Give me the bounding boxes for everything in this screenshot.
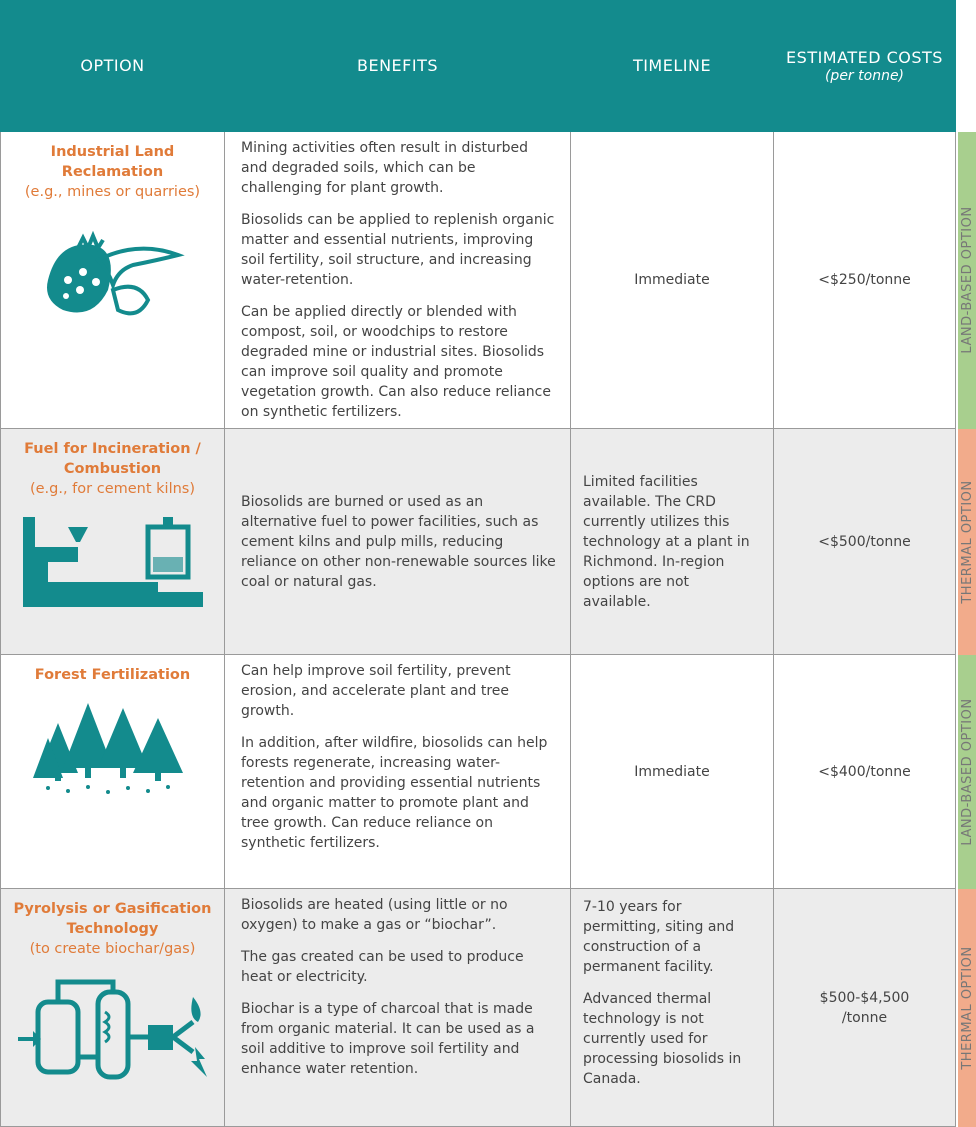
option-subtitle: (e.g., for cement kilns): [9, 479, 216, 499]
option-icon: [9, 967, 216, 1093]
icon: [38, 210, 188, 330]
option-title: Fuel for Incineration / Combustion: [9, 439, 216, 479]
option-icon: [9, 693, 216, 809]
cost-cell: <$400/tonne: [774, 655, 956, 889]
benefit-text: Biosolids are heated (using little or no…: [241, 895, 556, 935]
timeline-text: Advanced thermal technology is not curre…: [583, 989, 761, 1089]
benefits-cell: Can help improve soil fertility, prevent…: [225, 655, 571, 889]
table-header: OPTION BENEFITS TIMELINE ESTIMATED COSTS…: [1, 1, 976, 132]
option-title: Pyrolysis or Gasification Technology: [9, 899, 216, 939]
cost-text: $500-$4,500 /tonne: [820, 990, 910, 1026]
option-row: Pyrolysis or Gasification Technology(to …: [1, 889, 976, 1127]
benefits-cell: Biosolids are heated (using little or no…: [225, 889, 571, 1127]
benefit-text: Can help improve soil fertility, prevent…: [241, 661, 556, 721]
option-cell: Industrial Land Reclamation(e.g., mines …: [1, 132, 225, 429]
category-tab: LAND-BASED OPTION: [956, 132, 976, 429]
icon: [13, 967, 213, 1087]
timeline-cell: Limited facilities available. The CRD cu…: [571, 429, 774, 655]
benefit-text: In addition, after wildfire, biosolids c…: [241, 733, 556, 853]
timeline-text: 7-10 years for permitting, siting and co…: [583, 897, 761, 977]
benefit-text: Biosolids are burned or used as an alter…: [241, 492, 556, 592]
category-tab: LAND-BASED OPTION: [956, 655, 976, 889]
cost-cell: <$250/tonne: [774, 132, 956, 429]
option-row: Fuel for Incineration / Combustion(e.g.,…: [1, 429, 976, 655]
cost-cell: $500-$4,500 /tonne: [774, 889, 956, 1127]
table-body: Industrial Land Reclamation(e.g., mines …: [1, 132, 976, 1127]
category-tab: THERMAL OPTION: [956, 429, 976, 655]
header-option: OPTION: [1, 1, 225, 132]
cost-cell: <$500/tonne: [774, 429, 956, 655]
benefit-text: Mining activities often result in distur…: [241, 138, 556, 198]
timeline-text: Immediate: [583, 762, 761, 782]
page: OPTION BENEFITS TIMELINE ESTIMATED COSTS…: [0, 0, 976, 1101]
option-subtitle: (e.g., mines or quarries): [9, 182, 216, 202]
option-icon: [9, 507, 216, 623]
header-costs: ESTIMATED COSTS(per tonne): [774, 1, 956, 132]
category-label: THERMAL OPTION: [958, 480, 976, 603]
header-benefits: BENEFITS: [225, 1, 571, 132]
benefits-cell: Biosolids are burned or used as an alter…: [225, 429, 571, 655]
option-icon: [9, 210, 216, 336]
cost-text: <$400/tonne: [818, 764, 911, 780]
timeline-text: Immediate: [583, 270, 761, 290]
timeline-text: Limited facilities available. The CRD cu…: [583, 472, 761, 612]
cost-text: <$500/tonne: [818, 534, 911, 550]
header-spacer: [956, 1, 976, 132]
option-cell: Pyrolysis or Gasification Technology(to …: [1, 889, 225, 1127]
header-timeline: TIMELINE: [571, 1, 774, 132]
option-cell: Forest Fertilization: [1, 655, 225, 889]
timeline-cell: Immediate: [571, 655, 774, 889]
option-title: Industrial Land Reclamation: [9, 142, 216, 182]
category-label: LAND-BASED OPTION: [958, 698, 976, 845]
benefit-text: Biosolids can be applied to replenish or…: [241, 210, 556, 290]
option-row: Industrial Land Reclamation(e.g., mines …: [1, 132, 976, 429]
option-title: Forest Fertilization: [9, 665, 216, 685]
category-tab: THERMAL OPTION: [956, 889, 976, 1127]
cost-text: <$250/tonne: [818, 272, 911, 288]
option-row: Forest Fertilization Can help improve soi…: [1, 655, 976, 889]
category-label: LAND-BASED OPTION: [958, 206, 976, 353]
costs-label: ESTIMATED COSTS: [786, 48, 943, 67]
costs-note: (per tonne): [774, 68, 955, 84]
benefit-text: The gas created can be used to produce h…: [241, 947, 556, 987]
icon: [18, 507, 208, 617]
benefits-cell: Mining activities often result in distur…: [225, 132, 571, 429]
timeline-cell: 7-10 years for permitting, siting and co…: [571, 889, 774, 1127]
option-cell: Fuel for Incineration / Combustion(e.g.,…: [1, 429, 225, 655]
timeline-cell: Immediate: [571, 132, 774, 429]
benefit-text: Biochar is a type of charcoal that is ma…: [241, 999, 556, 1079]
icon: [28, 693, 198, 803]
category-label: THERMAL OPTION: [958, 946, 976, 1069]
header-row: OPTION BENEFITS TIMELINE ESTIMATED COSTS…: [1, 1, 976, 132]
benefit-text: Can be applied directly or blended with …: [241, 302, 556, 422]
option-subtitle: (to create biochar/gas): [9, 939, 216, 959]
